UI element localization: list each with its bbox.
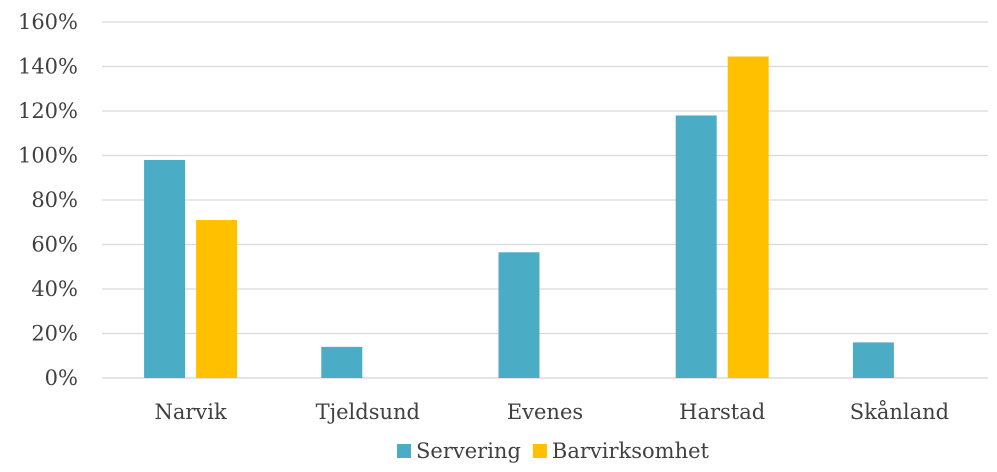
x-category-label: Narvik xyxy=(154,400,227,424)
y-tick-label: 80% xyxy=(31,188,78,212)
x-category-label: Evenes xyxy=(507,400,583,424)
legend: Servering Barvirksomhet xyxy=(397,439,710,463)
y-tick-label: 0% xyxy=(45,366,78,390)
x-category-label: Tjeldsund xyxy=(316,400,420,424)
legend-label: Servering xyxy=(416,439,521,463)
bar-barvirksomhet-narvik xyxy=(196,220,238,378)
y-tick-label: 120% xyxy=(18,99,78,123)
x-category-label: Harstad xyxy=(679,400,765,424)
y-tick-label: 160% xyxy=(18,10,78,34)
y-tick-label: 100% xyxy=(18,144,78,168)
x-axis-categories: Narvik Tjeldsund Evenes Harstad Skånland xyxy=(154,400,949,424)
bars xyxy=(144,56,894,379)
legend-swatch xyxy=(532,444,547,458)
y-tick-label: 140% xyxy=(18,55,78,79)
legend-item: Barvirksomhet xyxy=(532,439,710,463)
gridlines xyxy=(102,21,988,379)
bar-servering-evenes xyxy=(498,252,540,378)
bar-barvirksomhet-harstad xyxy=(727,56,769,379)
y-tick-label: 40% xyxy=(31,277,78,301)
bar-servering-harstad xyxy=(675,115,717,378)
legend-label: Barvirksomhet xyxy=(552,439,710,463)
x-category-label: Skånland xyxy=(850,400,949,424)
legend-item: Servering xyxy=(397,439,521,463)
bar-servering-tjeldsund xyxy=(321,346,363,378)
y-axis-ticks: 0% 20% 40% 60% 80% 100% 120% 140% 160% xyxy=(18,10,78,390)
y-tick-label: 20% xyxy=(31,322,78,346)
bar-servering-narvik xyxy=(144,159,186,378)
bar-servering-skånland xyxy=(852,342,894,378)
y-tick-label: 60% xyxy=(31,233,78,257)
legend-swatch xyxy=(397,444,412,458)
